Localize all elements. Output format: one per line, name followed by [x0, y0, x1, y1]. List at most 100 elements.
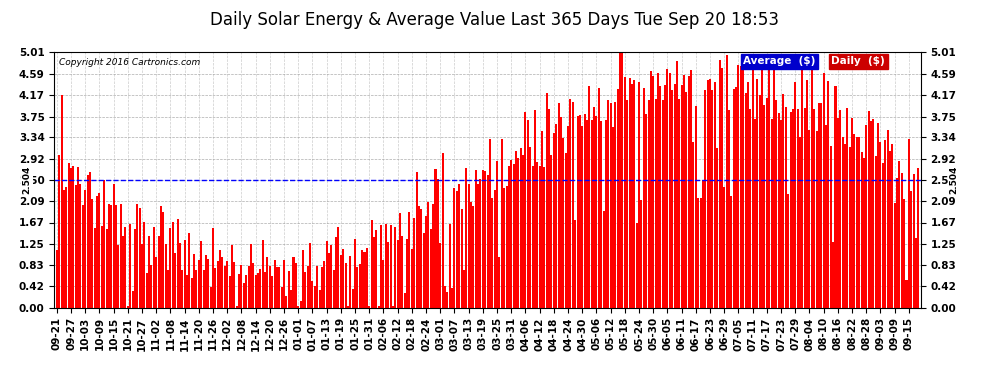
Bar [669, 74, 671, 308]
Bar [797, 109, 799, 308]
Bar [207, 260, 209, 308]
Bar [157, 236, 159, 308]
Bar [870, 121, 872, 308]
Bar [792, 109, 794, 307]
Bar [183, 240, 186, 308]
Bar [378, 306, 380, 308]
Bar [186, 275, 188, 308]
Bar [799, 137, 801, 308]
Bar [67, 163, 69, 308]
Bar [726, 55, 728, 308]
Bar [811, 69, 813, 308]
Bar [338, 227, 340, 308]
Bar [887, 130, 889, 308]
Bar [508, 166, 510, 308]
Bar [622, 53, 624, 307]
Bar [387, 242, 389, 308]
Bar [241, 266, 243, 308]
Bar [751, 54, 753, 307]
Bar [312, 282, 314, 308]
Bar [534, 110, 536, 308]
Bar [472, 206, 474, 308]
Bar [617, 89, 619, 308]
Bar [399, 213, 401, 308]
Bar [588, 86, 590, 308]
Bar [785, 106, 787, 308]
Bar [243, 283, 245, 308]
Text: Daily Solar Energy & Average Value Last 365 Days Tue Sep 20 18:53: Daily Solar Energy & Average Value Last … [211, 11, 779, 29]
Bar [307, 266, 309, 308]
Bar [567, 126, 569, 308]
Bar [778, 112, 780, 308]
Bar [356, 267, 358, 308]
Bar [853, 134, 855, 308]
Bar [702, 180, 704, 308]
Bar [148, 236, 150, 308]
Bar [430, 229, 432, 308]
Bar [479, 179, 481, 308]
Bar [638, 82, 641, 308]
Bar [484, 171, 486, 308]
Bar [164, 244, 166, 308]
Bar [252, 263, 254, 308]
Bar [246, 275, 248, 308]
Bar [910, 190, 912, 308]
Bar [160, 206, 162, 308]
Bar [709, 79, 711, 308]
Text: Average  ($): Average ($) [743, 56, 816, 66]
Bar [520, 148, 522, 308]
Bar [527, 120, 529, 308]
Bar [343, 249, 345, 308]
Bar [782, 94, 784, 308]
Bar [84, 190, 86, 308]
Bar [789, 112, 792, 308]
Bar [172, 222, 174, 308]
Bar [444, 286, 446, 308]
Bar [879, 141, 881, 308]
Bar [425, 216, 427, 308]
Bar [162, 212, 164, 308]
Bar [363, 252, 365, 308]
Bar [918, 168, 920, 308]
Bar [809, 130, 811, 308]
Bar [863, 158, 865, 308]
Bar [731, 196, 733, 308]
Bar [89, 172, 91, 308]
Bar [437, 178, 439, 308]
Bar [460, 209, 462, 308]
Bar [716, 148, 718, 308]
Bar [60, 95, 62, 308]
Bar [896, 178, 898, 308]
Bar [865, 125, 867, 308]
Bar [595, 116, 597, 308]
Bar [744, 93, 746, 308]
Bar [442, 153, 444, 308]
Bar [671, 90, 673, 308]
Bar [210, 287, 212, 308]
Text: 2.504: 2.504 [22, 166, 32, 194]
Bar [700, 198, 702, 308]
Bar [742, 57, 744, 308]
Bar [610, 103, 612, 308]
Bar [627, 100, 629, 308]
Bar [724, 187, 726, 308]
Bar [300, 301, 302, 307]
Bar [673, 84, 675, 308]
Bar [144, 222, 146, 308]
Bar [537, 162, 539, 308]
Bar [572, 102, 574, 308]
Bar [858, 137, 860, 308]
Bar [645, 114, 647, 308]
Bar [326, 240, 328, 308]
Bar [615, 102, 617, 308]
Bar [278, 267, 280, 308]
Bar [501, 140, 503, 308]
Bar [867, 111, 869, 308]
Bar [413, 217, 415, 308]
Bar [463, 270, 465, 308]
Bar [676, 61, 678, 308]
Bar [428, 202, 430, 308]
Bar [804, 108, 806, 307]
Bar [539, 166, 541, 308]
Bar [749, 109, 751, 308]
